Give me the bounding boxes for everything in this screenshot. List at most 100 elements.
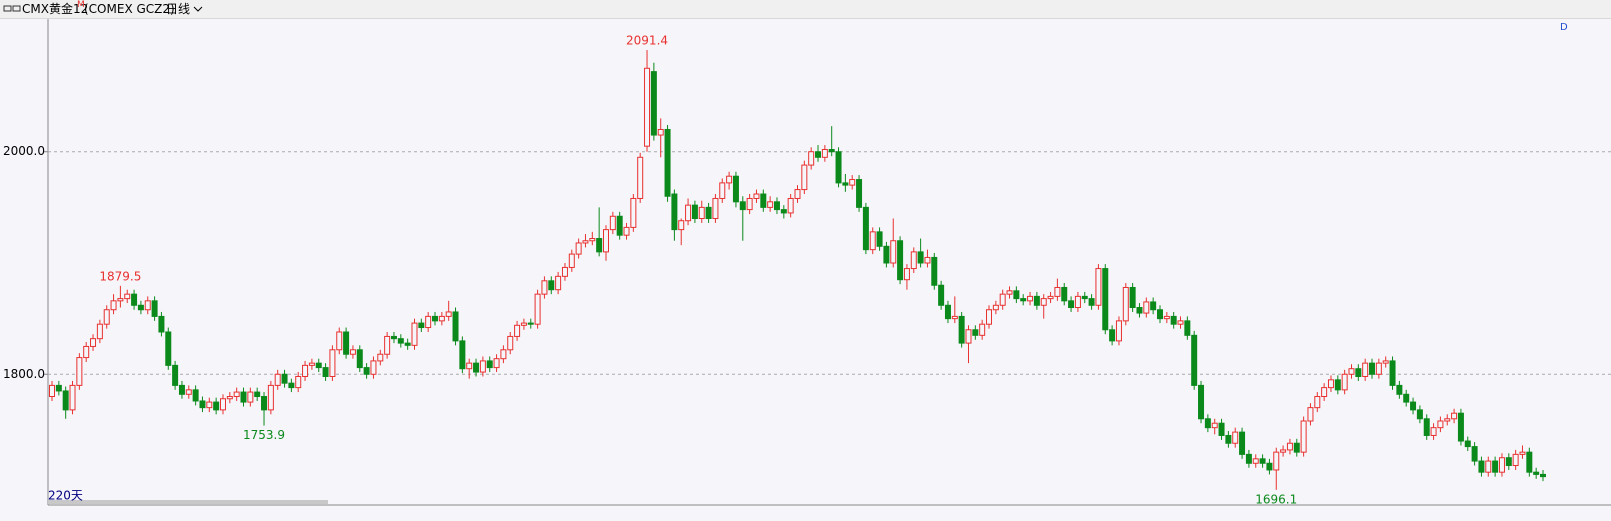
icon — [3, 5, 21, 12]
candle-body — [226, 396, 233, 400]
candle-body — [1512, 453, 1519, 467]
candle-body — [986, 309, 993, 325]
candle-body — [1081, 295, 1088, 300]
candle-body — [972, 329, 979, 336]
period[interactable]: 日线 — [166, 2, 191, 16]
scrollbar[interactable] — [48, 500, 328, 504]
high-label: 1879.5 — [99, 269, 141, 283]
candle-body — [719, 182, 726, 199]
candle-body — [315, 362, 322, 369]
candle-body — [746, 197, 753, 211]
candle-body — [958, 315, 965, 344]
candle-body — [302, 364, 309, 377]
candle-body — [459, 340, 466, 370]
code: (COMEX GCZ2) — [84, 2, 175, 16]
candle-body — [1143, 301, 1150, 314]
candle-body — [219, 398, 226, 411]
candle-body — [657, 128, 664, 136]
candle-body — [589, 238, 596, 242]
candle-body — [917, 251, 924, 264]
candle-body — [384, 335, 391, 355]
candle-body — [541, 280, 548, 295]
candle-body — [178, 384, 185, 395]
candle-body — [924, 256, 931, 264]
candle-body — [1047, 295, 1054, 300]
candle-body — [1225, 434, 1232, 444]
low-label: 1696.1 — [1255, 492, 1297, 506]
candle-body — [965, 329, 972, 344]
candle-body — [1013, 290, 1020, 300]
candle-body — [849, 179, 856, 186]
title: CMX黄金12 — [22, 2, 89, 16]
candle-body — [698, 206, 705, 219]
candle-body — [815, 151, 822, 158]
candle-body — [432, 315, 439, 322]
candle-body — [1341, 373, 1348, 391]
candle-body — [103, 309, 110, 325]
dropdown-icon[interactable] — [192, 0, 204, 18]
candle-body — [425, 315, 432, 329]
candle-body — [1033, 295, 1040, 306]
candle-body — [1156, 309, 1163, 320]
candle-body — [794, 189, 801, 199]
candle-body — [1471, 446, 1478, 462]
candle-body — [1040, 298, 1047, 306]
candle-body — [1519, 451, 1526, 455]
candle-body — [534, 293, 541, 325]
candle-body — [172, 364, 179, 386]
candle-body — [49, 384, 55, 398]
candle-body — [910, 251, 917, 270]
candle-body — [500, 349, 507, 360]
candle-body — [1163, 315, 1170, 320]
candle-body — [445, 311, 452, 317]
candle-body — [418, 322, 425, 329]
candle-body — [192, 389, 199, 402]
candle-body — [329, 349, 336, 377]
candle-body — [514, 324, 521, 337]
candle-body — [254, 391, 261, 398]
candle-body — [801, 164, 808, 191]
candle-body — [1396, 384, 1403, 395]
candle-body — [1006, 290, 1013, 295]
candle-body — [452, 311, 459, 342]
candle-body — [1259, 458, 1266, 464]
candle-body — [1061, 286, 1068, 302]
candle-body — [261, 396, 268, 411]
candle-body — [124, 293, 131, 300]
candle-body — [390, 335, 397, 340]
candle-body — [137, 304, 144, 311]
candle-body — [473, 362, 480, 373]
candle-body — [1095, 268, 1102, 306]
candle-body — [267, 384, 274, 411]
candle-body — [349, 349, 356, 355]
header: CMX黄金12 M (COMEX GCZ2) 日线 — [0, 0, 1611, 19]
candle-body — [1457, 412, 1464, 442]
candle-body — [1129, 286, 1136, 309]
candle-body — [678, 220, 685, 231]
candle-body — [199, 400, 206, 409]
high-label: 2091.4 — [626, 34, 668, 48]
candle-body — [903, 268, 910, 281]
candle-body — [1526, 451, 1533, 473]
candle-body — [1423, 418, 1430, 436]
candle-body — [609, 215, 616, 231]
candle-body — [1027, 295, 1034, 302]
candle-body — [650, 71, 657, 136]
candle-body — [1327, 379, 1334, 389]
candle-body — [1300, 420, 1307, 453]
candle-body — [1362, 362, 1369, 377]
candle-body — [944, 304, 951, 320]
candle-body — [623, 226, 630, 236]
candle-body — [1102, 268, 1109, 331]
candle-body — [1293, 442, 1300, 453]
candle-body — [780, 209, 787, 214]
candle-body — [856, 179, 863, 208]
candle-body — [1498, 457, 1505, 473]
candle-body — [739, 201, 746, 211]
candle-body — [555, 275, 562, 291]
low-label: 1753.9 — [243, 428, 285, 442]
candle-body — [602, 229, 609, 253]
candle-body — [1115, 320, 1122, 342]
candle-body — [596, 238, 603, 253]
candle-body — [979, 323, 986, 336]
